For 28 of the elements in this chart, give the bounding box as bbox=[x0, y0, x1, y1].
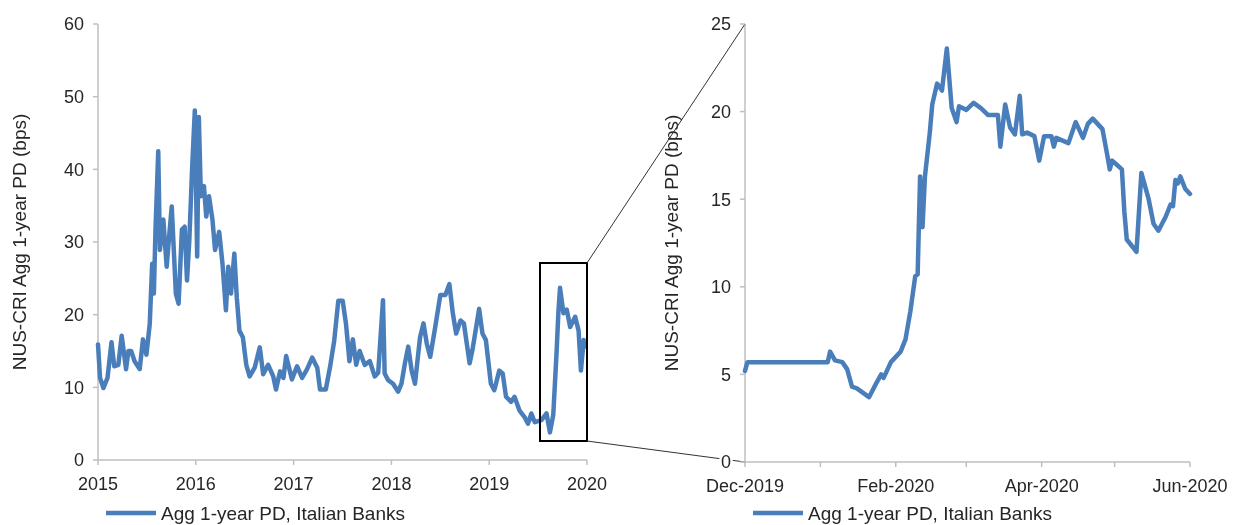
y-tick-label: 40 bbox=[63, 159, 84, 180]
line-series bbox=[95, 108, 588, 435]
x-tick-label: 2019 bbox=[469, 474, 510, 494]
line-series bbox=[742, 46, 1193, 400]
y-tick-label: 20 bbox=[710, 101, 731, 122]
legend-label: Agg 1-year PD, Italian Banks bbox=[161, 502, 405, 524]
x-tick-label: 2018 bbox=[371, 474, 412, 494]
y-tick-label: 20 bbox=[63, 304, 84, 325]
x-tick-label: Dec-2019 bbox=[705, 476, 785, 496]
x-tick-label: Apr-2020 bbox=[1004, 476, 1079, 496]
y-tick-label: 50 bbox=[63, 86, 84, 107]
y-tick-label: 10 bbox=[63, 377, 84, 398]
y-tick-label: 60 bbox=[63, 14, 84, 35]
legend-label: Agg 1-year PD, Italian Banks bbox=[808, 502, 1052, 524]
y-tick-label: 10 bbox=[710, 277, 731, 298]
y-tick-label: 25 bbox=[710, 14, 731, 35]
y-tick-label: 0 bbox=[73, 450, 84, 471]
x-tick-label: Jun-2020 bbox=[1152, 476, 1228, 496]
x-tick-label: Feb-2020 bbox=[857, 476, 935, 496]
y-tick-label: 30 bbox=[63, 232, 84, 253]
y-tick-label: 5 bbox=[720, 364, 731, 385]
y-tick-label: 15 bbox=[710, 189, 731, 210]
y-axis-title: NUS-CRI Agg 1-year PD (bps) bbox=[660, 114, 682, 372]
x-tick-label: 2017 bbox=[273, 474, 314, 494]
x-tick-label: 2015 bbox=[77, 474, 119, 494]
y-axis-title: NUS-CRI Agg 1-year PD (bps) bbox=[8, 113, 30, 371]
x-tick-label: 2020 bbox=[566, 474, 608, 494]
x-tick-label: 2016 bbox=[175, 474, 216, 494]
